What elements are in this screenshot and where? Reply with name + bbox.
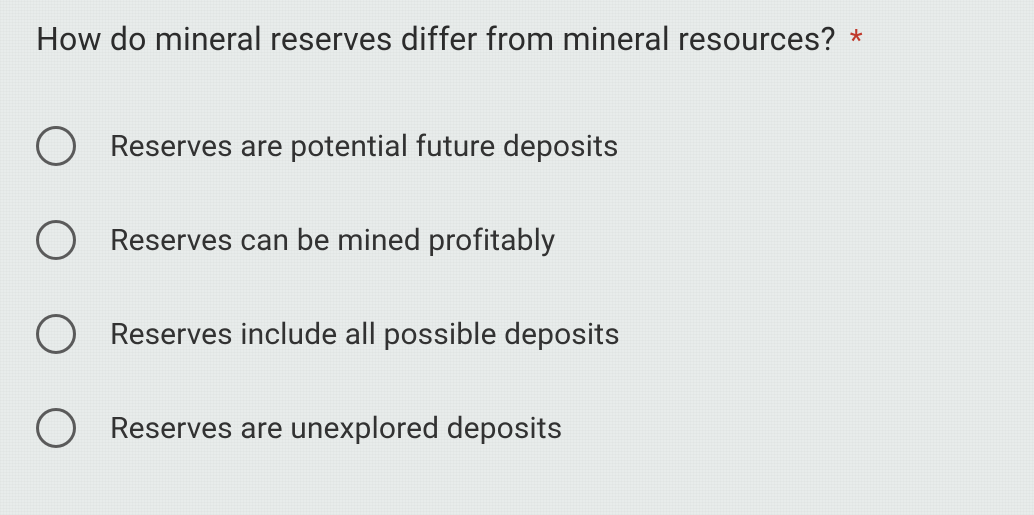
option-label: Reserves are unexplored deposits bbox=[110, 411, 562, 446]
option-0[interactable]: Reserves are potential future deposits bbox=[36, 126, 998, 166]
question-text: How do mineral reserves differ from mine… bbox=[36, 20, 836, 58]
radio-icon[interactable] bbox=[36, 314, 76, 354]
radio-icon[interactable] bbox=[36, 408, 76, 448]
option-label: Reserves can be mined profitably bbox=[110, 223, 555, 258]
question-row: How do mineral reserves differ from mine… bbox=[36, 20, 998, 58]
required-marker: * bbox=[850, 23, 863, 58]
option-2[interactable]: Reserves include all possible deposits bbox=[36, 314, 998, 354]
radio-icon[interactable] bbox=[36, 220, 76, 260]
option-label: Reserves are potential future deposits bbox=[110, 129, 619, 164]
option-1[interactable]: Reserves can be mined profitably bbox=[36, 220, 998, 260]
option-3[interactable]: Reserves are unexplored deposits bbox=[36, 408, 998, 448]
options-list: Reserves are potential future deposits R… bbox=[36, 126, 998, 448]
radio-icon[interactable] bbox=[36, 126, 76, 166]
option-label: Reserves include all possible deposits bbox=[110, 317, 620, 352]
